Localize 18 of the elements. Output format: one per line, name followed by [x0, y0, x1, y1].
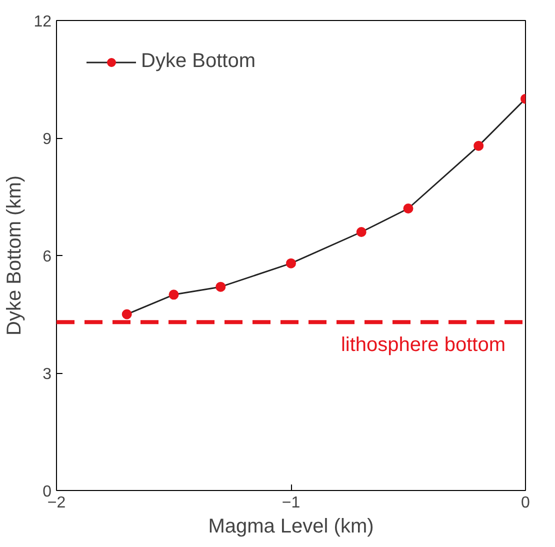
- point: [286, 258, 296, 268]
- ref-line-label: lithosphere bottom: [340, 334, 506, 356]
- x-tick-label: 0: [521, 494, 530, 512]
- y-axis-title: Dyke Bottom (km): [4, 175, 26, 336]
- y-tick-label: 9: [42, 131, 52, 148]
- point: [216, 282, 226, 292]
- point: [356, 227, 366, 237]
- x-tick-label: −1: [282, 494, 300, 512]
- y-tick-label: 6: [42, 248, 52, 266]
- point: [403, 204, 414, 214]
- y-tick-label: 0: [42, 484, 52, 500]
- point: [168, 290, 179, 300]
- y-tick-label: 3: [42, 366, 52, 383]
- x-axis-title: Magma Level (km): [208, 516, 374, 538]
- y-tick-label: 12: [34, 14, 52, 30]
- legend-label: Dyke Bottom: [141, 50, 256, 73]
- point: [474, 140, 484, 151]
- point: [122, 309, 132, 320]
